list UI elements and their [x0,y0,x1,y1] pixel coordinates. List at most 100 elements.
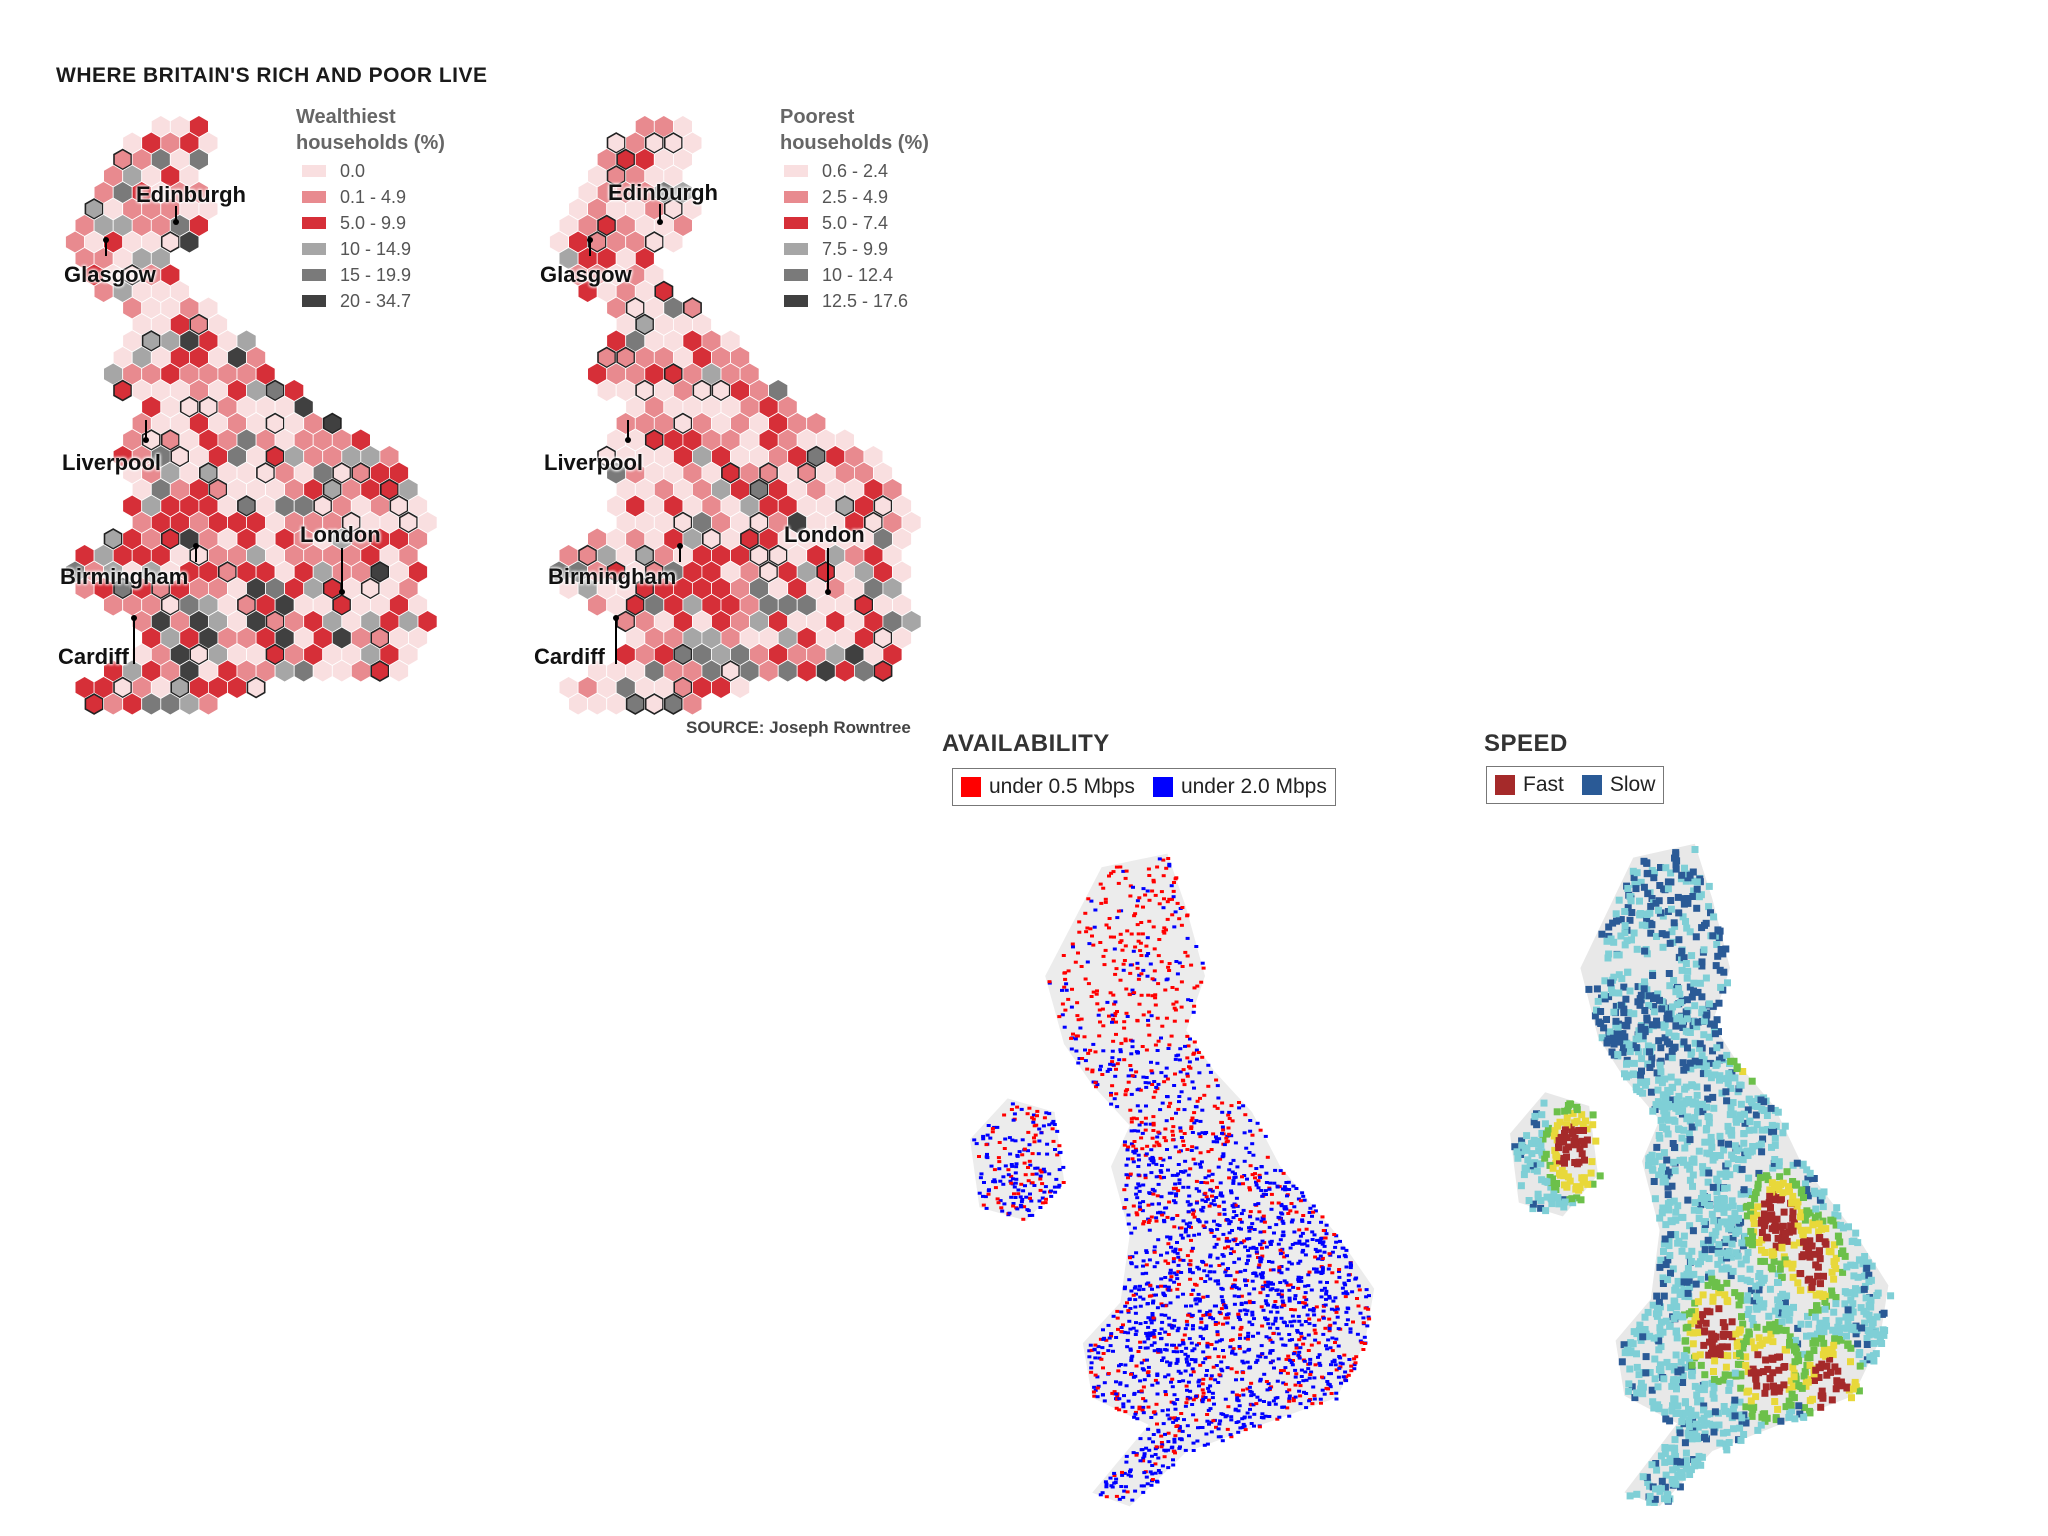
availability-dot [1137,1184,1142,1188]
availability-dot [1334,1240,1339,1244]
availability-dot [1149,1148,1154,1152]
availability-dot [992,1168,997,1172]
availability-dot [1073,1037,1078,1041]
speed-cell [1794,1198,1802,1206]
availability-dot [1174,1361,1179,1365]
availability-dot [1228,1252,1233,1255]
availability-dot [1151,1129,1156,1132]
availability-dot [1302,1242,1307,1246]
availability-dot [1203,1176,1208,1180]
availability-dot [1134,1265,1139,1269]
availability-dot [1107,926,1111,930]
speed-cell [1613,917,1620,925]
hex-outline [663,198,683,220]
availability-dot [1179,1437,1184,1441]
speed-cell [1646,1482,1653,1490]
speed-cell [1537,1160,1545,1168]
availability-dot [1057,1168,1062,1172]
availability-dot [1159,1434,1164,1438]
availability-dot [1320,1268,1325,1272]
availability-dot [1150,1083,1155,1086]
availability-dot [1193,1298,1198,1302]
availability-dot [1139,954,1144,957]
availability-dot [1219,1307,1224,1311]
speed-cell [1727,1272,1735,1280]
speed-cell [1700,946,1708,954]
availability-dot [1166,1373,1171,1377]
availability-dot [1144,1076,1149,1079]
availability-dot [1147,1163,1151,1167]
speed-cell [1692,1411,1700,1419]
availability-dot [1042,1116,1047,1120]
availability-dot [1147,1228,1152,1232]
availability-dot [1214,1304,1218,1308]
availability-dot [1285,1324,1289,1328]
availability-dot [1146,952,1151,955]
availability-dot [1156,1202,1161,1206]
availability-dot [1166,1408,1170,1412]
availability-dot [1175,1398,1180,1401]
availability-dot [1306,1333,1311,1337]
availability-dot [1181,1170,1186,1174]
speed-cell [1741,1119,1749,1127]
availability-dot [1310,1230,1315,1234]
speed-cell [1566,1177,1574,1185]
availability-dot [1111,1314,1116,1318]
speed-cell [1721,1291,1729,1299]
availability-dot [1214,1137,1219,1141]
availability-dot [1038,1168,1043,1172]
speed-cell [1723,1428,1731,1436]
speed-cell [1633,1363,1641,1371]
speed-cell [1783,1292,1791,1300]
availability-dot [1172,1019,1177,1023]
availability-dot [1217,1373,1222,1377]
speed-cell [1660,1149,1668,1157]
speed-cell [1694,1298,1702,1306]
speed-cell [1683,1010,1691,1018]
hex-outline [625,594,645,616]
availability-dot [1208,1264,1213,1268]
availability-dot [1173,1247,1178,1251]
availability-dot [1320,1266,1325,1270]
speed-cell [1631,1394,1639,1402]
speed-cell [1804,1175,1812,1183]
availability-dot [1288,1320,1293,1324]
availability-dot [1248,1119,1253,1122]
availability-dot [1201,1397,1206,1401]
availability-dot [1198,1162,1202,1166]
speed-cell [1788,1264,1796,1272]
city-dot [143,437,149,443]
availability-dot [1166,1440,1171,1444]
speed-cell [1638,921,1646,929]
availability-dot [1251,1301,1256,1304]
availability-dot [1367,1294,1371,1298]
availability-dot [991,1180,996,1184]
availability-dot [1185,1148,1190,1151]
speed-cell [1687,1258,1695,1265]
availability-dot [1246,1331,1251,1335]
availability-dot [1268,1326,1273,1330]
availability-dot [1189,1225,1193,1229]
availability-dot [1125,1015,1130,1018]
speed-cell [1720,1146,1728,1154]
availability-dot [1200,1198,1205,1202]
speed-cell [1657,1116,1665,1124]
speed-cell [1653,1021,1661,1029]
availability-dot [1147,898,1152,902]
speed-cell [1693,1083,1701,1091]
availability-dot [986,1124,991,1127]
speed-cell [1679,1059,1687,1067]
availability-dot [1287,1399,1292,1403]
availability-dot [1231,1347,1236,1351]
availability-dot [1138,1340,1143,1344]
availability-dot [1229,1189,1233,1193]
availability-dot [1256,1265,1261,1269]
speed-cell [1688,1308,1696,1316]
availability-dot [1131,1160,1136,1164]
availability-dot [1315,1250,1320,1254]
availability-dot [1138,1346,1143,1349]
availability-dot [1162,1448,1167,1452]
availability-dot [1173,1182,1178,1186]
availability-dot [1237,1257,1241,1261]
availability-dot [1076,951,1080,955]
